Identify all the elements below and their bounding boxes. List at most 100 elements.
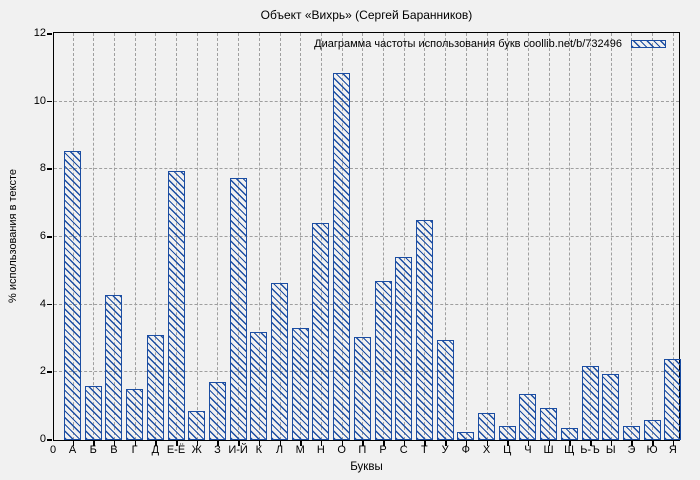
x-tick-label: П <box>358 444 367 456</box>
bar-Р <box>374 280 392 440</box>
x-tick-label: Ь-Ъ <box>580 444 600 456</box>
x-tick-label: Г <box>131 444 138 456</box>
x-tick-label: И-Й <box>228 444 248 456</box>
bar-Д <box>146 335 164 440</box>
horizontal-gridline <box>54 100 679 102</box>
bar-О <box>333 72 351 440</box>
x-tick-label: Ы <box>605 444 616 456</box>
x-tick-mark <box>196 441 199 446</box>
x-tick-label: М <box>295 444 305 456</box>
horizontal-gridline <box>54 303 679 305</box>
x-tick-label: Н <box>316 444 325 456</box>
x-tick-mark <box>652 441 654 446</box>
x-tick-label: Р <box>379 444 387 456</box>
x-tick-label: У <box>441 444 449 456</box>
bar-Т <box>415 220 433 440</box>
x-tick-label: З <box>214 444 221 456</box>
bar-Б <box>84 385 102 440</box>
y-tick-label: 12 <box>33 27 46 39</box>
x-tick-label: Д <box>151 444 160 456</box>
x-tick-label: С <box>399 444 408 456</box>
x-tick-label: Ц <box>503 444 512 456</box>
y-tick-mark <box>47 303 52 306</box>
x-tick-mark <box>424 441 426 446</box>
x-tick-mark <box>217 441 219 446</box>
y-tick-label: 2 <box>39 365 46 378</box>
bar-Л <box>271 282 288 440</box>
y-tick-mark <box>47 236 52 238</box>
x-axis-label: Буквы <box>350 461 383 473</box>
bars-layer <box>54 33 682 440</box>
x-tick-label: Б <box>89 444 97 456</box>
bar-Ю <box>643 419 661 440</box>
bar-В <box>105 294 123 440</box>
y-tick-label: 0 <box>39 433 46 445</box>
bar-А <box>64 150 81 440</box>
x-tick-label: А <box>68 444 77 456</box>
x-tick-mark <box>300 441 302 446</box>
x-tick-mark <box>465 441 468 446</box>
x-tick-mark <box>569 441 571 446</box>
x-tick-mark <box>590 441 592 446</box>
x-tick-mark <box>72 441 74 446</box>
x-tick-mark <box>341 441 344 446</box>
bar-Ц <box>498 426 516 440</box>
x-tick-mark <box>320 441 323 446</box>
bar-Е-Ё <box>167 171 185 440</box>
x-tick-mark <box>507 441 509 446</box>
bar-К <box>250 331 268 440</box>
bar-Х <box>478 412 495 440</box>
x-tick-label: Л <box>275 444 284 456</box>
plot-area: Диаграмма частоты использования букв coo… <box>53 32 682 441</box>
x-tick-mark <box>445 441 447 446</box>
x-tick-label: Щ <box>564 444 575 456</box>
x-tick-mark <box>362 441 364 446</box>
x-tick-mark <box>113 441 116 446</box>
x-tick-mark <box>279 441 281 446</box>
x-tick-mark <box>134 441 137 446</box>
y-tick-mark <box>47 168 52 170</box>
bar-Ж <box>188 411 206 440</box>
legend-label: Диаграмма частоты использования букв coo… <box>314 38 622 50</box>
legend: Диаграмма частоты использования букв coo… <box>314 38 666 50</box>
x-tick-label: В <box>110 444 118 456</box>
legend-key-swatch <box>631 40 666 48</box>
y-tick-mark <box>47 33 52 35</box>
x-tick-mark <box>672 441 675 446</box>
x-tick-label: О <box>337 444 346 456</box>
x-tick-mark <box>610 441 613 446</box>
bar-Ч <box>519 394 537 440</box>
bar-П <box>353 336 371 440</box>
x-tick-mark <box>527 441 530 446</box>
x-tick-label: Я <box>668 444 677 456</box>
x-tick-mark <box>631 441 633 446</box>
x-tick-mark <box>486 441 488 446</box>
bar-Э <box>622 426 640 440</box>
y-tick-label: 10 <box>33 94 46 107</box>
x-tick-label: Ю <box>646 444 658 456</box>
bar-У <box>436 340 454 440</box>
horizontal-gridline <box>54 168 679 170</box>
y-tick-label: 8 <box>39 162 46 175</box>
bar-Ь-Ъ <box>581 365 599 440</box>
bar-З <box>208 382 226 440</box>
x-tick-label: Е-Ё <box>166 444 186 456</box>
y-tick-label: 4 <box>39 297 46 310</box>
x-tick-mark <box>93 441 95 446</box>
bar-И-Й <box>229 177 247 440</box>
bar-Ы <box>602 374 620 440</box>
x-tick-label: К <box>255 444 263 456</box>
x-tick-mark <box>548 441 551 446</box>
bar-Г <box>126 389 144 440</box>
chart-title: Объект «Вихрь» (Сергей Баранников) <box>260 8 473 22</box>
bar-С <box>395 257 413 440</box>
bar-Щ <box>560 428 578 440</box>
horizontal-gridline <box>54 236 679 237</box>
y-tick-label: 6 <box>39 230 46 242</box>
x-tick-mark <box>258 441 261 446</box>
x-tick-label: Ш <box>543 444 554 456</box>
x-tick-label: Э <box>627 444 636 456</box>
x-tick-label: Т <box>421 444 428 456</box>
bar-М <box>291 328 309 440</box>
